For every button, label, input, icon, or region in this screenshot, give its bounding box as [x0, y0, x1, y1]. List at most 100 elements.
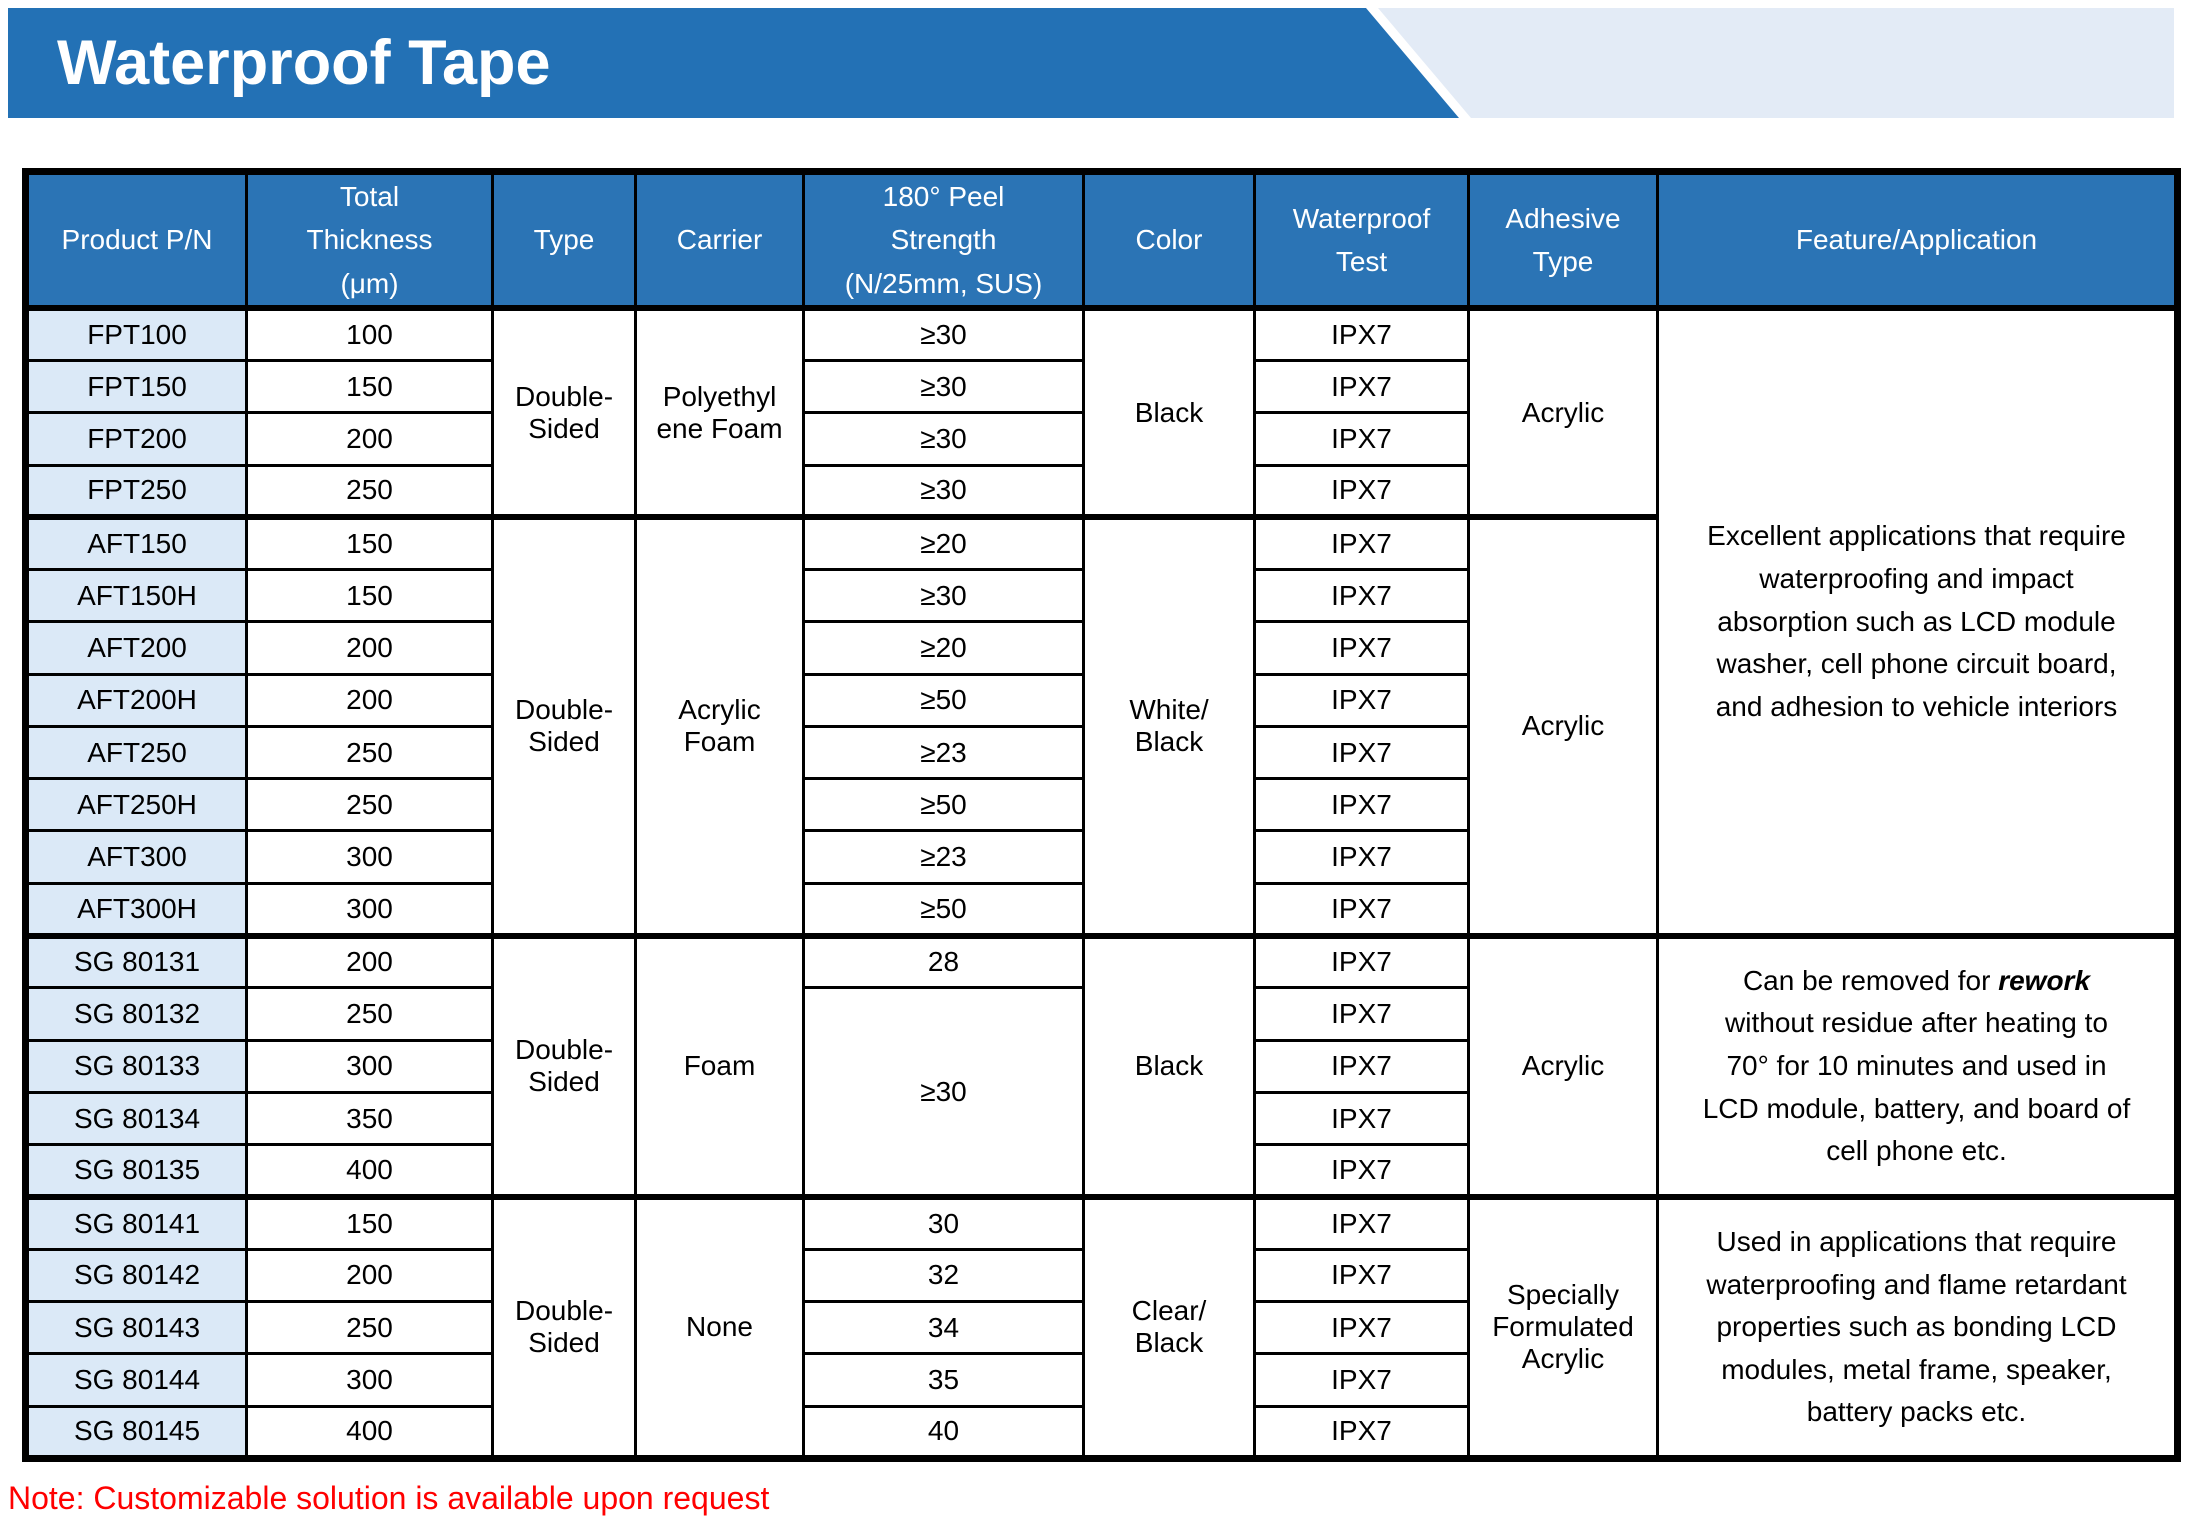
table-row: AFT250 250 ≥23 IPX7 — [24, 724, 2178, 781]
cell-total-thickness: 200 — [245, 672, 494, 728]
table-row: SG 80134 350 IPX7 — [24, 1090, 2178, 1147]
table-row: SG 80135 400 IPX7 — [24, 1143, 2178, 1199]
cell-product-pn: SG 80134 — [24, 1090, 248, 1147]
cell-total-thickness: 100 — [245, 306, 494, 362]
header-product-pn: Product P/N — [24, 170, 248, 312]
cell-product-pn: SG 80141 — [24, 1193, 248, 1251]
cell-type: Double- Sided — [491, 306, 637, 519]
cell-total-thickness: 150 — [245, 514, 494, 572]
table-row: SG 80131 200 Double- Sided Foam 28 Black IPX7 A… — [24, 932, 2179, 1199]
cell-peel-strength: ≥30 — [802, 358, 1085, 415]
header-carrier: Carrier — [634, 170, 805, 312]
cell-product-pn: SG 80131 — [24, 932, 248, 990]
cell-peel-strength: 30 — [802, 1193, 1085, 1251]
cell-peel-strength: ≥30 — [802, 463, 1085, 519]
cell-peel-strength: ≥20 — [802, 620, 1085, 676]
cell-product-pn: AFT300H — [24, 881, 248, 938]
cell-waterproof-test: IPX7 — [1253, 672, 1470, 728]
cell-product-pn: FPT200 — [24, 411, 248, 467]
cell-product-pn: FPT150 — [24, 358, 248, 415]
cell-waterproof-test: IPX7 — [1253, 1090, 1470, 1147]
cell-total-thickness: 350 — [245, 1090, 494, 1147]
cell-product-pn: AFT250H — [24, 777, 248, 833]
page-title: Waterproof Tape — [57, 28, 551, 98]
cell-waterproof-test: IPX7 — [1253, 463, 1470, 519]
cell-waterproof-test: IPX7 — [1253, 1352, 1470, 1408]
cell-total-thickness: 200 — [245, 620, 494, 676]
header-waterproof-test: Waterproof Test — [1253, 170, 1470, 312]
table-row: SG 80141 150 Double- Sided None 30 Clear/ Bla… — [24, 1193, 2179, 1460]
cell-color: Clear/ Black — [1082, 1193, 1256, 1460]
feature-text: Used in applications that require waterp… — [1706, 1226, 2127, 1428]
table-row: FPT200 200 ≥30 IPX7 — [24, 411, 2178, 467]
cell-feature-application: Excellent applications that require wate… — [1656, 306, 2179, 938]
cell-total-thickness: 250 — [245, 463, 494, 519]
cell-color: Black — [1082, 932, 1256, 1199]
table-row: AFT200H 200 ≥50 IPX7 — [24, 672, 2178, 728]
cell-peel-strength: 35 — [802, 1352, 1085, 1408]
cell-adhesive-type: Acrylic — [1467, 306, 1659, 519]
cell-type: Double- Sided — [491, 932, 637, 1199]
cell-waterproof-test: IPX7 — [1253, 411, 1470, 467]
cell-carrier: None — [634, 1193, 805, 1460]
cell-total-thickness: 200 — [245, 411, 494, 467]
cell-peel-strength: ≥30 — [802, 306, 1085, 362]
table-row: SG 80143 250 34 IPX7 — [24, 1300, 2178, 1356]
cell-waterproof-test: IPX7 — [1253, 932, 1470, 990]
cell-adhesive-type: Acrylic — [1467, 932, 1659, 1199]
cell-waterproof-test: IPX7 — [1253, 986, 1470, 1042]
cell-peel-strength: ≥30 — [802, 986, 1085, 1199]
cell-carrier: Polyethyl ene Foam — [634, 306, 805, 519]
table-row: FPT250 250 ≥30 IPX7 — [24, 463, 2178, 519]
cell-product-pn: AFT150H — [24, 568, 248, 624]
table-header: Product P/N Total Thickness (μm) Type Carri… — [24, 170, 2179, 312]
cell-total-thickness: 150 — [245, 568, 494, 624]
cell-adhesive-type: Acrylic — [1467, 514, 1659, 938]
cell-waterproof-test: IPX7 — [1253, 1300, 1470, 1356]
cell-waterproof-test: IPX7 — [1253, 1404, 1470, 1461]
cell-waterproof-test: IPX7 — [1253, 1143, 1470, 1199]
cell-total-thickness: 150 — [245, 1193, 494, 1251]
cell-total-thickness: 250 — [245, 724, 494, 781]
cell-product-pn: AFT150 — [24, 514, 248, 572]
cell-color: White/ Black — [1082, 514, 1256, 938]
feature-text: Excellent applications that require wate… — [1707, 520, 2126, 722]
table-row: AFT300H 300 ≥50 IPX7 — [24, 881, 2178, 938]
cell-product-pn: SG 80143 — [24, 1300, 248, 1356]
feature-text: Can be removed for — [1742, 964, 1999, 996]
cell-product-pn: SG 80145 — [24, 1404, 248, 1461]
table-body: FPT100 100 Double- Sided Polyethyl ene Foam… — [24, 306, 2179, 1461]
cell-waterproof-test: IPX7 — [1253, 306, 1470, 362]
cell-peel-strength: 32 — [802, 1247, 1085, 1304]
table-row: SG 80144 300 35 IPX7 — [24, 1352, 2178, 1408]
cell-peel-strength: ≥50 — [802, 777, 1085, 833]
cell-product-pn: FPT250 — [24, 463, 248, 519]
cell-total-thickness: 250 — [245, 1300, 494, 1356]
cell-waterproof-test: IPX7 — [1253, 829, 1470, 885]
header-feature-application: Feature/Application — [1656, 170, 2179, 312]
cell-total-thickness: 250 — [245, 986, 494, 1042]
header-color: Color — [1082, 170, 1256, 312]
cell-total-thickness: 200 — [245, 932, 494, 990]
cell-waterproof-test: IPX7 — [1253, 777, 1470, 833]
cell-carrier: Foam — [634, 932, 805, 1199]
header-adhesive-type: Adhesive Type — [1467, 170, 1659, 312]
cell-total-thickness: 200 — [245, 1247, 494, 1304]
cell-total-thickness: 300 — [245, 1352, 494, 1408]
cell-product-pn: AFT250 — [24, 724, 248, 781]
cell-total-thickness: 400 — [245, 1404, 494, 1461]
cell-adhesive-type: Specially Formulated Acrylic — [1467, 1193, 1659, 1460]
cell-product-pn: AFT200H — [24, 672, 248, 728]
cell-product-pn: SG 80144 — [24, 1352, 248, 1408]
feature-text: without residue after heating to 70° for… — [1702, 1007, 2131, 1167]
cell-type: Double- Sided — [491, 514, 637, 938]
cell-peel-strength: 40 — [802, 1404, 1085, 1461]
cell-product-pn: AFT200 — [24, 620, 248, 676]
cell-total-thickness: 300 — [245, 1038, 494, 1094]
cell-product-pn: SG 80133 — [24, 1038, 248, 1094]
cell-waterproof-test: IPX7 — [1253, 1247, 1470, 1304]
cell-peel-strength: ≥50 — [802, 672, 1085, 728]
cell-waterproof-test: IPX7 — [1253, 568, 1470, 624]
cell-peel-strength: 28 — [802, 932, 1085, 990]
table-row: AFT300 300 ≥23 IPX7 — [24, 829, 2178, 885]
